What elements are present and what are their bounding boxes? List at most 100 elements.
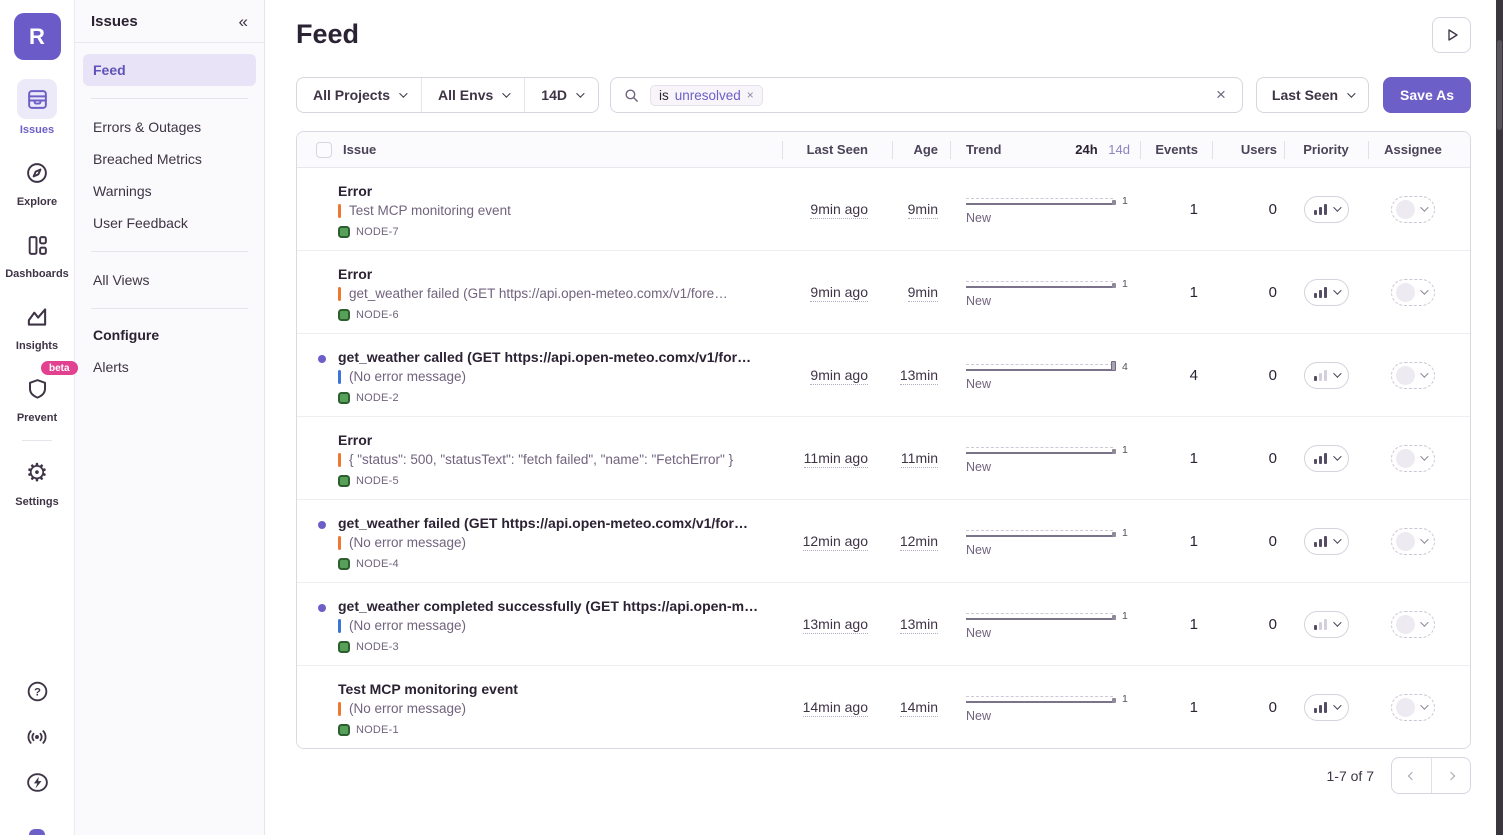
issue-title[interactable]: get_weather failed (GET https://api.open…	[338, 515, 748, 531]
issue-cell[interactable]: Error Test MCP monitoring event NODE-7	[297, 168, 782, 250]
column-header-assignee[interactable]: Assignee	[1368, 132, 1470, 167]
issue-cell[interactable]: Error get_weather failed (GET https://ap…	[297, 251, 782, 333]
issue-cell[interactable]: Error { "status": 500, "statusText": "fe…	[297, 417, 782, 499]
issue-title[interactable]: get_weather called (GET https://api.open…	[338, 349, 752, 365]
issue-cell[interactable]: get_weather failed (GET https://api.open…	[297, 500, 782, 582]
priority-dropdown[interactable]	[1303, 444, 1349, 472]
sidebar-item-user-feedback[interactable]: User Feedback	[93, 215, 188, 231]
issue-row[interactable]: Error { "status": 500, "statusText": "fe…	[297, 416, 1470, 499]
sidebar-item-warnings[interactable]: Warnings	[93, 183, 152, 199]
age-cell: 13min	[899, 367, 938, 385]
sidebar-item-feed[interactable]: Feed	[83, 54, 256, 86]
issue-title[interactable]: get_weather completed successfully (GET …	[338, 598, 759, 614]
assignee-dropdown[interactable]	[1391, 195, 1435, 223]
issue-title[interactable]: Test MCP monitoring event	[338, 681, 518, 697]
priority-dropdown[interactable]	[1303, 278, 1349, 306]
collapse-sidebar-icon[interactable]: «	[238, 11, 248, 31]
column-header-events[interactable]: Events	[1140, 132, 1212, 167]
priority-cell	[1284, 195, 1368, 223]
trend-14d-toggle[interactable]: 14d	[1108, 142, 1130, 157]
assignee-dropdown[interactable]	[1391, 278, 1435, 306]
project-slug: NODE-5	[356, 475, 399, 487]
clear-search-icon[interactable]: ×	[1215, 85, 1226, 104]
assignee-dropdown[interactable]	[1391, 610, 1435, 638]
chevron-down-icon	[1332, 535, 1342, 544]
trend-count: 1	[1122, 610, 1128, 622]
age-cell: 12min	[899, 533, 938, 551]
play-icon	[1444, 27, 1460, 43]
broadcast-icon[interactable]	[24, 724, 50, 750]
issue-cell[interactable]: get_weather completed successfully (GET …	[297, 583, 782, 665]
project-avatar	[338, 558, 350, 570]
beta-badge: beta	[41, 361, 78, 375]
sidebar-item-all-views[interactable]: All Views	[93, 272, 150, 288]
search-input[interactable]: is unresolved × ×	[609, 77, 1243, 113]
column-header-last-seen[interactable]: Last Seen	[782, 132, 892, 167]
issue-row[interactable]: get_weather called (GET https://api.open…	[297, 333, 1470, 416]
issue-title[interactable]: Error	[338, 183, 373, 199]
assignee-dropdown[interactable]	[1391, 527, 1435, 555]
rail-item-dashboards[interactable]: Dashboards	[1, 227, 73, 280]
select-all-checkbox[interactable]	[316, 141, 332, 158]
rail-item-prevent[interactable]: beta Prevent	[1, 361, 78, 424]
rail-item-settings[interactable]: ⚙ Settings	[1, 455, 73, 508]
project-filter[interactable]: All Projects	[297, 78, 421, 112]
age-cell: 9min	[907, 284, 938, 302]
assignee-dropdown[interactable]	[1391, 693, 1435, 721]
issue-message: (No error message)	[349, 701, 467, 716]
issue-row[interactable]: Test MCP monitoring event (No error mess…	[297, 665, 1470, 748]
trend-count: 1	[1122, 693, 1128, 705]
next-page-button[interactable]	[1431, 758, 1470, 793]
issue-title[interactable]: Error	[338, 432, 373, 448]
last-seen-cell: 14min ago	[802, 699, 868, 717]
priority-dropdown[interactable]	[1303, 693, 1349, 721]
project-avatar	[338, 475, 350, 487]
previous-page-button[interactable]	[1392, 758, 1431, 793]
issue-row[interactable]: get_weather completed successfully (GET …	[297, 582, 1470, 665]
environment-filter[interactable]: All Envs	[421, 78, 524, 112]
unassigned-avatar-icon	[1396, 448, 1415, 468]
sidebar-item-alerts[interactable]: Alerts	[93, 359, 129, 375]
priority-dropdown[interactable]	[1303, 195, 1349, 223]
issue-row[interactable]: Error Test MCP monitoring event NODE-7 9…	[297, 168, 1470, 250]
column-header-users[interactable]: Users	[1212, 132, 1284, 167]
last-seen-cell: 11min ago	[803, 450, 868, 468]
column-header-age[interactable]: Age	[892, 132, 950, 167]
priority-dropdown[interactable]	[1303, 527, 1349, 555]
scrollbar[interactable]	[1496, 0, 1503, 835]
issue-cell[interactable]: Test MCP monitoring event (No error mess…	[297, 666, 782, 748]
issues-table: Issue Last Seen Age Trend 24h 14d Events…	[296, 131, 1471, 749]
rail-item-explore[interactable]: Explore	[1, 155, 73, 208]
date-range-filter[interactable]: 14D	[524, 78, 598, 112]
issue-row[interactable]: get_weather failed (GET https://api.open…	[297, 499, 1470, 582]
issue-cell[interactable]: get_weather called (GET https://api.open…	[297, 334, 782, 416]
issue-title[interactable]: Error	[338, 266, 373, 282]
assignee-dropdown[interactable]	[1391, 444, 1435, 472]
priority-cell	[1284, 361, 1368, 389]
user-avatar-partial[interactable]	[29, 829, 45, 835]
trend-count: 1	[1122, 527, 1128, 539]
sidebar-item-breached-metrics[interactable]: Breached Metrics	[93, 151, 202, 167]
priority-dropdown[interactable]	[1303, 361, 1349, 389]
sidebar-divider	[91, 98, 248, 99]
rail-item-issues[interactable]: Issues	[1, 79, 73, 136]
priority-bars-icon	[1313, 286, 1327, 298]
lightning-icon[interactable]	[24, 770, 51, 795]
remove-token-icon[interactable]: ×	[746, 88, 754, 102]
priority-dropdown[interactable]	[1303, 610, 1349, 638]
trend-range-toggle: 24h 14d	[1075, 142, 1130, 157]
help-icon[interactable]: ?	[25, 679, 50, 704]
search-token-is-unresolved[interactable]: is unresolved ×	[649, 84, 763, 106]
org-avatar[interactable]: R	[13, 13, 61, 60]
column-header-priority[interactable]: Priority	[1284, 132, 1368, 167]
rail-item-insights[interactable]: Insights	[1, 299, 73, 352]
assignee-dropdown[interactable]	[1391, 361, 1435, 389]
save-as-button[interactable]: Save As	[1383, 77, 1471, 113]
trend-count: 4	[1122, 361, 1128, 373]
sort-dropdown[interactable]: Last Seen	[1255, 77, 1370, 113]
trend-24h-toggle[interactable]: 24h	[1075, 142, 1098, 157]
sidebar-item-errors-outages[interactable]: Errors & Outages	[93, 119, 202, 135]
replay-play-button[interactable]	[1432, 17, 1471, 53]
scrollbar-thumb[interactable]	[1497, 40, 1502, 130]
issue-row[interactable]: Error get_weather failed (GET https://ap…	[297, 250, 1470, 333]
